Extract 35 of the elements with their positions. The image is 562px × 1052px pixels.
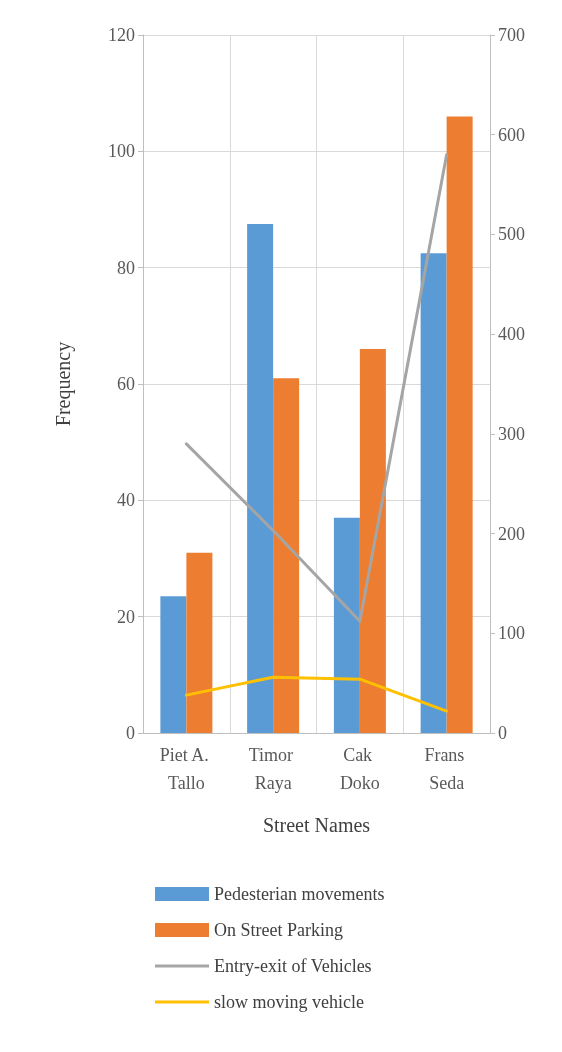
legend-label: Entry-exit of Vehicles	[214, 956, 372, 976]
bar	[446, 116, 473, 733]
legend-label: slow moving vehicle	[214, 992, 364, 1012]
line-series	[184, 675, 449, 713]
y2-tick-label: 700	[498, 25, 525, 45]
x-tick-label: Piet A. Tallo	[159, 745, 214, 793]
y2-tick-label: 600	[498, 124, 525, 145]
y-tick-label: 120	[108, 25, 135, 45]
bar	[273, 378, 300, 733]
legend-label: On Street Parking	[214, 920, 343, 940]
x-tick-label: Timor Raya	[248, 745, 298, 793]
y2-tick-label: 500	[498, 224, 525, 245]
line-series	[184, 153, 449, 623]
y2-tick-label: 100	[498, 623, 525, 644]
x-axis-title: Street Names	[262, 814, 371, 836]
bar	[247, 224, 274, 733]
x-tick-label: Frans Seda	[424, 745, 469, 793]
legend-label: Pedesterian movements	[214, 884, 385, 904]
y-tick-label: 40	[117, 490, 135, 511]
y2-tick-label: 300	[498, 423, 525, 444]
bar	[420, 253, 447, 733]
bar	[359, 349, 386, 733]
y-tick-label: 100	[108, 141, 135, 162]
y2-tick-label: 0	[498, 723, 507, 743]
x-tick-label: Cak Doko	[339, 745, 380, 793]
bar	[186, 552, 213, 733]
y-tick-label: 60	[117, 374, 135, 394]
y-axis-title: Frequency	[52, 341, 75, 427]
y-tick-label: 80	[117, 257, 135, 278]
y2-tick-label: 400	[498, 324, 525, 345]
bar	[333, 517, 360, 733]
y2-tick-label: 200	[498, 523, 525, 544]
y-tick-label: 20	[117, 606, 135, 627]
bar	[160, 596, 187, 733]
y-tick-label: 0	[126, 723, 135, 743]
